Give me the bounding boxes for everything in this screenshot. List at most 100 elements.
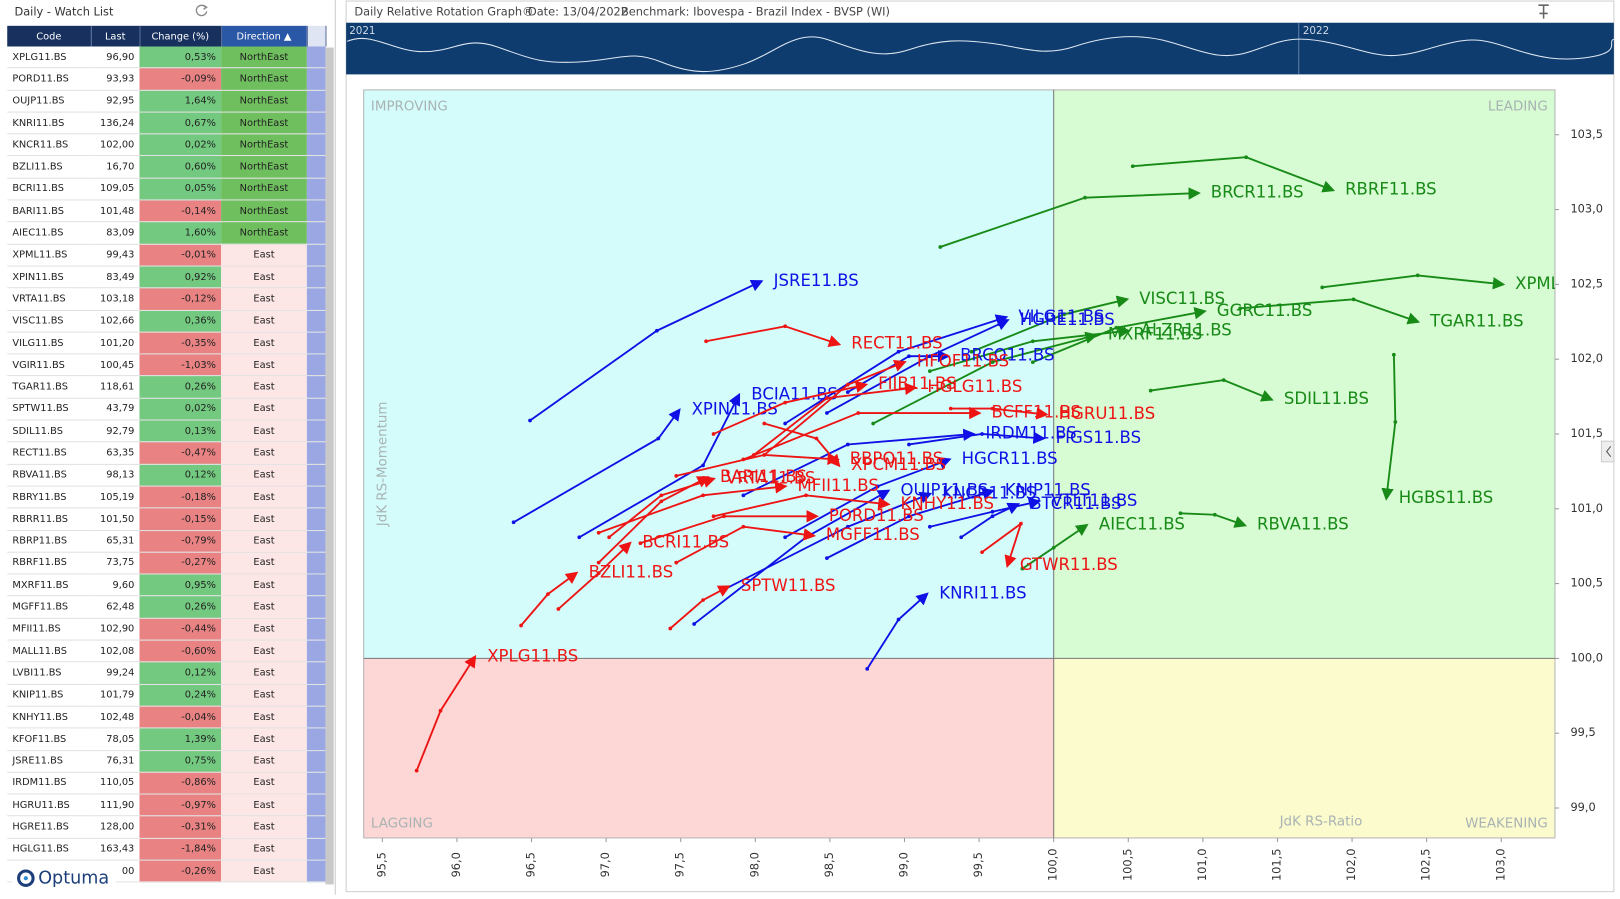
tag-cell	[306, 486, 326, 509]
watch-row[interactable]: MXRF11.BS 9,60 0,95% East	[7, 574, 326, 597]
column-header[interactable]: Direction ▲	[221, 25, 308, 47]
series-label: SPTW11.BS	[741, 576, 836, 595]
y-axis-title: JdK RS-Momentum	[375, 402, 390, 528]
watch-row[interactable]: XPML11.BS 99,43 -0,01% East	[7, 244, 326, 267]
watch-row[interactable]: HGRE11.BS 128,00 -0,31% East	[7, 816, 326, 839]
watch-row[interactable]: SDIL11.BS 92,79 0,13% East	[7, 420, 326, 443]
watch-row[interactable]: KNHY11.BS 102,48 -0,04% East	[7, 706, 326, 729]
tag-cell	[306, 618, 326, 641]
trail-point	[607, 535, 611, 540]
watch-row[interactable]: OUJP11.BS 92,95 1,64% NorthEast	[7, 89, 326, 113]
tag-cell	[306, 332, 326, 355]
watch-row[interactable]: RBRP11.BS 65,31 -0,79% East	[7, 530, 326, 553]
direction-cell: East	[221, 376, 307, 399]
quadrant-improving	[363, 89, 1054, 659]
code-cell: RBRY11.BS	[7, 486, 91, 509]
watch-row[interactable]: RBRR11.BS 101,50 -0,15% East	[7, 508, 326, 531]
watch-row[interactable]: MALL11.BS 102,08 -0,60% East	[7, 640, 326, 663]
watch-row[interactable]: PORD11.BS 93,93 -0,09% NorthEast	[7, 67, 326, 91]
watch-row[interactable]: TGAR11.BS 118,61 0,26% East	[7, 376, 326, 399]
column-header[interactable]	[306, 25, 326, 47]
watch-row[interactable]: IRDM11.BS 110,05 -0,86% East	[7, 772, 326, 795]
watch-row[interactable]: MFII11.BS 102,90 -0,44% East	[7, 618, 326, 641]
watch-row[interactable]: JSRE11.BS 76,31 0,75% East	[7, 750, 326, 773]
watch-row[interactable]: MGFF11.BS 62,48 0,26% East	[7, 596, 326, 619]
watch-row[interactable]: SPTW11.BS 43,79 0,02% East	[7, 398, 326, 421]
last-cell: 78,05	[90, 728, 140, 751]
trail-point	[511, 520, 516, 525]
watch-row[interactable]: KNIP11.BS 101,79 0,24% East	[7, 684, 326, 707]
watch-row[interactable]: VILG11.BS 101,20 -0,35% East	[7, 332, 326, 355]
watch-row[interactable]: RBRY11.BS 105,19 -0,18% East	[7, 486, 326, 509]
direction-cell: East	[221, 464, 307, 487]
direction-cell: East	[221, 552, 307, 575]
timeline-label: 2022	[1303, 25, 1329, 37]
last-cell: 128,00	[90, 816, 140, 839]
code-cell: SDIL11.BS	[7, 420, 91, 443]
watch-row[interactable]: KFOF11.BS 78,05 1,39% East	[7, 728, 326, 751]
series-label: MXRF11.BS	[1108, 325, 1202, 344]
watch-row[interactable]: BCRI11.BS 109,05 0,05% NorthEast	[7, 178, 326, 201]
watch-row[interactable]: BZLI11.BS 16,70 0,60% NorthEast	[7, 155, 326, 179]
series-label: MGFF11.BS	[826, 525, 920, 544]
code-cell: KFOF11.BS	[7, 728, 91, 751]
trail-point	[825, 556, 829, 561]
code-cell: IRDM11.BS	[7, 772, 91, 795]
tag-cell	[306, 178, 326, 201]
watch-row[interactable]: KNRI11.BS 136,24 0,67% NorthEast	[7, 111, 326, 135]
watch-row[interactable]: KNCR11.BS 102,00 0,02% NorthEast	[7, 133, 326, 157]
direction-cell: East	[221, 332, 307, 355]
watch-row[interactable]: XPLG11.BS 96,90 0,53% NorthEast	[7, 46, 326, 69]
watch-row[interactable]: RBRF11.BS 73,75 -0,27% East	[7, 552, 326, 575]
watch-row[interactable]: AIEC11.BS 83,09 1,60% NorthEast	[7, 222, 326, 245]
last-cell: 102,90	[90, 618, 140, 641]
pin-icon[interactable]	[1538, 4, 1549, 19]
watch-row[interactable]: RBVA11.BS 98,13 0,12% East	[7, 464, 326, 487]
watch-row[interactable]: BARI11.BS 101,48 -0,14% NorthEast	[7, 200, 326, 223]
scrollbar[interactable]	[325, 47, 334, 885]
column-header[interactable]: Code	[7, 25, 92, 47]
collapse-button[interactable]	[1600, 440, 1615, 463]
watch-list-title: Daily - Watch List	[14, 5, 114, 19]
trail-point	[928, 524, 932, 529]
change-cell: -0,09%	[139, 67, 222, 91]
change-cell: 0,24%	[139, 684, 222, 707]
direction-cell: East	[221, 618, 307, 641]
column-header[interactable]: Change (%)	[139, 25, 222, 47]
series-label: VISC11.BS	[1139, 289, 1225, 308]
code-cell: MALL11.BS	[7, 640, 91, 663]
last-cell: 16,70	[90, 155, 140, 179]
series-label: XPML11.BS	[1515, 274, 1608, 293]
last-cell: 110,05	[90, 772, 140, 795]
series-label: HGCR11.BS	[962, 449, 1058, 468]
column-header[interactable]: Last	[90, 25, 140, 47]
tag-cell	[306, 310, 326, 333]
refresh-icon[interactable]	[194, 3, 208, 17]
tag-cell	[306, 89, 326, 113]
watch-row[interactable]: VGIR11.BS 100,45 -1,03% East	[7, 354, 326, 377]
change-cell: 0,13%	[139, 420, 222, 443]
plot-area: IMPROVING LEADING LAGGING WEAKENING JdK RS-R…	[363, 89, 1603, 881]
watch-row[interactable]: VISC11.BS 102,66 0,36% East	[7, 310, 326, 333]
watch-row[interactable]: RECT11.BS 63,35 -0,47% East	[7, 442, 326, 465]
trail-point	[596, 560, 601, 565]
series-label: BTCR11.BS	[1030, 494, 1121, 513]
watch-row[interactable]: HGLG11.BS 163,43 -1,84% East	[7, 838, 326, 861]
trail-point	[1393, 420, 1398, 424]
change-cell: -0,97%	[139, 794, 222, 817]
watch-row[interactable]: VRTA11.BS 103,18 -0,12% East	[7, 288, 326, 311]
series-label: VILG11.BS	[1018, 307, 1104, 326]
watch-row[interactable]: XPIN11.BS 83,49 0,92% East	[7, 266, 326, 289]
trail-point	[1030, 339, 1035, 344]
tag-cell	[306, 222, 326, 245]
direction-cell: East	[221, 706, 307, 729]
direction-cell: East	[221, 244, 307, 267]
change-cell: 0,05%	[139, 178, 222, 201]
code-cell: XPML11.BS	[7, 244, 91, 267]
watch-row[interactable]: HGRU11.BS 111,90 -0,97% East	[7, 794, 326, 817]
trail-point	[711, 432, 716, 436]
trail-point	[711, 514, 716, 519]
code-cell: VRTA11.BS	[7, 288, 91, 311]
watch-row[interactable]: LVBI11.BS 99,24 0,12% East	[7, 662, 326, 685]
